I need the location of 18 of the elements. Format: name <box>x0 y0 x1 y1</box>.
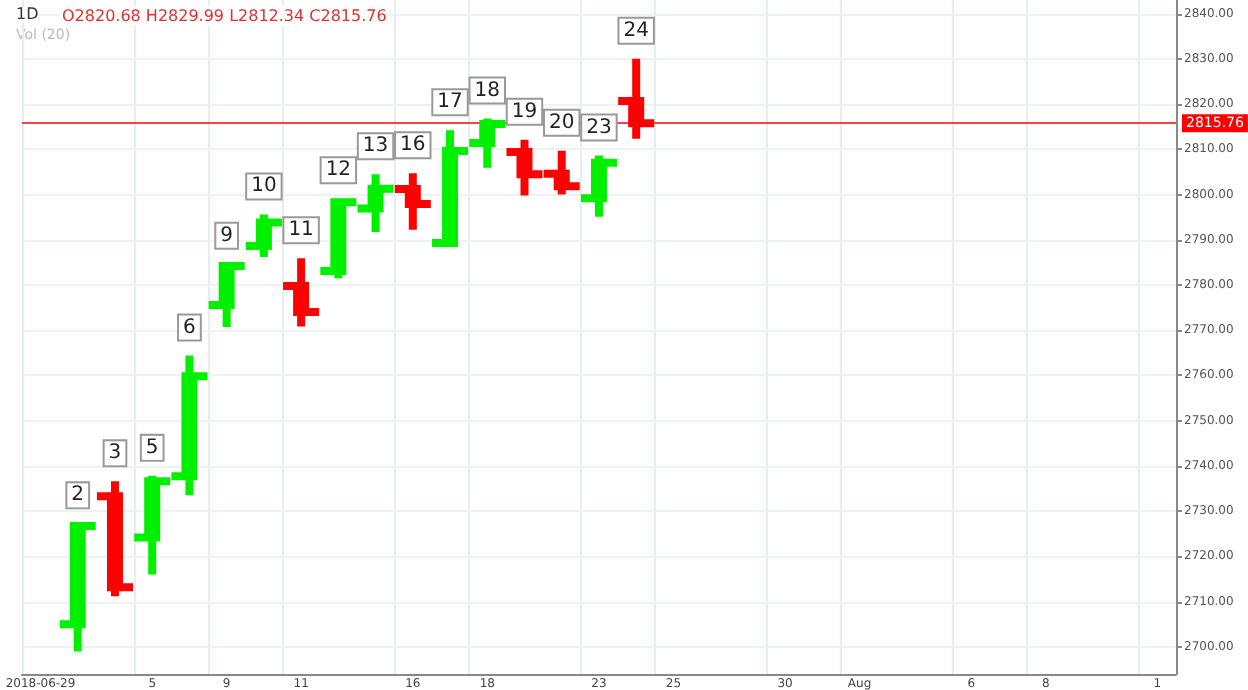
text: 19 <box>511 100 538 123</box>
text: 20 <box>548 111 575 134</box>
text: 17 <box>437 91 463 114</box>
text: 16 <box>400 134 426 157</box>
text: 12 <box>325 159 352 182</box>
text: 10 <box>251 175 277 198</box>
text: 9 <box>220 224 234 247</box>
text: 13 <box>362 135 389 158</box>
text: 3 <box>108 442 122 465</box>
chart-subtitle: O2820.68 H2829.99 L2812.34 C2815.76 <box>62 7 387 25</box>
text: 24 <box>623 19 649 42</box>
text: 11 <box>288 219 314 242</box>
text: 6 <box>183 316 196 339</box>
text: 2 <box>71 484 85 507</box>
chart-title: 1D <box>16 5 39 23</box>
text: 18 <box>474 79 500 102</box>
text: 5 <box>145 436 159 459</box>
text: 23 <box>586 116 612 139</box>
